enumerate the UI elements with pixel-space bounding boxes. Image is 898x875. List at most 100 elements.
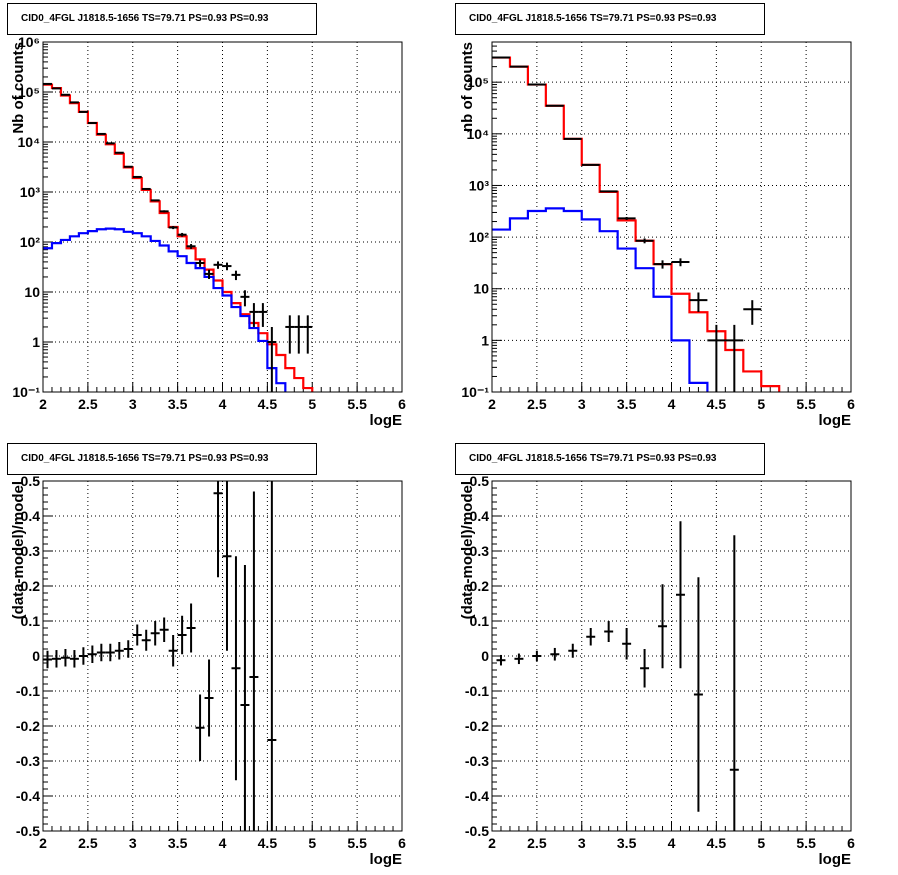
residual-point bbox=[240, 565, 250, 831]
residual-point bbox=[177, 615, 187, 655]
residual-point bbox=[69, 650, 79, 668]
y-tick-label: 0.2 bbox=[470, 578, 490, 594]
residual-point bbox=[514, 653, 524, 665]
x-axis-label: logE bbox=[819, 412, 852, 429]
y-tick-label: 10² bbox=[20, 234, 41, 250]
y-tick-label: 10³ bbox=[469, 177, 490, 193]
plot-frame bbox=[42, 480, 403, 832]
y-tick-label: 1 bbox=[481, 332, 489, 348]
plot-area bbox=[496, 521, 739, 831]
x-tick-label: 2.5 bbox=[78, 835, 98, 851]
y-tick-label: -0.4 bbox=[16, 788, 40, 804]
residual-point bbox=[78, 647, 88, 665]
residual-point bbox=[640, 649, 650, 688]
x-tick-label: 4.5 bbox=[707, 835, 727, 851]
data-point bbox=[258, 303, 268, 327]
data-point bbox=[132, 175, 142, 178]
data-point bbox=[240, 290, 250, 307]
x-tick-label: 4.5 bbox=[707, 396, 727, 412]
x-tick-label: 3 bbox=[129, 835, 137, 851]
data-point bbox=[249, 303, 259, 327]
chart-title-box: CID0_4FGL J1818.5-1656 TS=79.71 PS=0.93 … bbox=[455, 3, 765, 35]
data-point bbox=[168, 225, 178, 230]
residual-point bbox=[222, 481, 232, 651]
plot-frame bbox=[491, 41, 852, 393]
data-point bbox=[599, 190, 618, 193]
residual-point bbox=[675, 521, 685, 669]
x-tick-label: 5 bbox=[308, 835, 316, 851]
data-point bbox=[114, 151, 124, 154]
residual-point bbox=[267, 481, 277, 831]
y-tick-label: 0.4 bbox=[470, 508, 490, 524]
x-tick-label: 4 bbox=[668, 835, 676, 851]
data-point bbox=[141, 187, 151, 190]
residual-point bbox=[658, 584, 668, 669]
residual-point bbox=[141, 629, 151, 651]
data-point bbox=[204, 269, 214, 279]
x-tick-label: 5.5 bbox=[347, 396, 367, 412]
y-tick-label: 0 bbox=[32, 648, 40, 664]
residual-point bbox=[586, 628, 596, 646]
residual-point bbox=[96, 643, 106, 662]
y-tick-label: 0.2 bbox=[21, 578, 41, 594]
residual-point bbox=[550, 647, 560, 661]
x-tick-label: 3 bbox=[578, 396, 586, 412]
data-point bbox=[743, 300, 762, 325]
data-point bbox=[294, 315, 304, 354]
residual-point bbox=[60, 649, 70, 667]
y-axis-label: (data-model)/model bbox=[10, 481, 27, 619]
chart-panel-4: 2 2.5 3 3.5 4 4.5 5 5.5 6 -0.5 -0.4 -0.3 -0.2 -0.1 0 0.… bbox=[459, 473, 855, 868]
residual-point bbox=[123, 640, 133, 658]
y-tick-label: 10³ bbox=[20, 184, 41, 200]
data-point bbox=[689, 292, 708, 312]
residual-point bbox=[114, 642, 124, 660]
y-tick-label: -0.3 bbox=[16, 753, 40, 769]
y-tick-label: 10 bbox=[24, 284, 40, 300]
x-tick-label: 3 bbox=[578, 835, 586, 851]
x-tick-label: 6 bbox=[398, 835, 406, 851]
x-tick-label: 5.5 bbox=[347, 835, 367, 851]
x-tick-label: 2.5 bbox=[527, 835, 547, 851]
plot-area bbox=[43, 481, 277, 831]
residual-point bbox=[195, 694, 205, 761]
data-point bbox=[195, 259, 205, 267]
residual-point bbox=[186, 603, 196, 653]
residual-point bbox=[729, 535, 739, 831]
data-point bbox=[653, 260, 672, 269]
series-2-histogram bbox=[492, 207, 709, 392]
y-tick-label: 0.1 bbox=[21, 613, 41, 629]
data-point bbox=[303, 315, 313, 354]
x-tick-label: 3.5 bbox=[617, 396, 637, 412]
chart-title-box: CID0_4FGL J1818.5-1656 TS=79.71 PS=0.93 … bbox=[7, 443, 317, 475]
residual-point bbox=[249, 491, 259, 831]
y-axis-label: Nb of counts bbox=[10, 42, 27, 134]
y-tick-label: 10⁴ bbox=[18, 134, 41, 150]
x-tick-label: 5.5 bbox=[796, 396, 816, 412]
data-point bbox=[222, 262, 232, 271]
residual-point bbox=[532, 650, 542, 662]
chart-panel-2: 2 2.5 3 3.5 4 4.5 5 5.5 6 10⁻¹ 1 10 10² 10³ 10⁴ 10⁵ logE… bbox=[459, 41, 855, 429]
y-tick-label: -0.5 bbox=[465, 823, 489, 839]
residual-point bbox=[150, 621, 160, 646]
x-tick-label: 4 bbox=[668, 396, 676, 412]
y-tick-label: 0.3 bbox=[21, 543, 41, 559]
data-point bbox=[581, 163, 600, 166]
x-tick-label: 2.5 bbox=[527, 396, 547, 412]
x-tick-label: 3.5 bbox=[168, 835, 188, 851]
residual-point bbox=[87, 645, 97, 663]
x-axis-label: logE bbox=[370, 851, 403, 868]
x-tick-label: 6 bbox=[398, 396, 406, 412]
residual-point bbox=[231, 556, 241, 781]
y-tick-label: -0.2 bbox=[465, 718, 489, 734]
x-tick-label: 3 bbox=[129, 396, 137, 412]
y-tick-label: 10² bbox=[469, 229, 490, 245]
residual-point bbox=[604, 621, 614, 642]
data-point bbox=[635, 238, 654, 244]
chart-title-box: CID0_4FGL J1818.5-1656 TS=79.71 PS=0.93 … bbox=[7, 3, 317, 35]
x-tick-label: 4.5 bbox=[258, 835, 278, 851]
data-point bbox=[177, 232, 187, 237]
data-point bbox=[563, 137, 582, 140]
data-point bbox=[159, 210, 169, 213]
y-tick-label: 0.4 bbox=[21, 508, 41, 524]
